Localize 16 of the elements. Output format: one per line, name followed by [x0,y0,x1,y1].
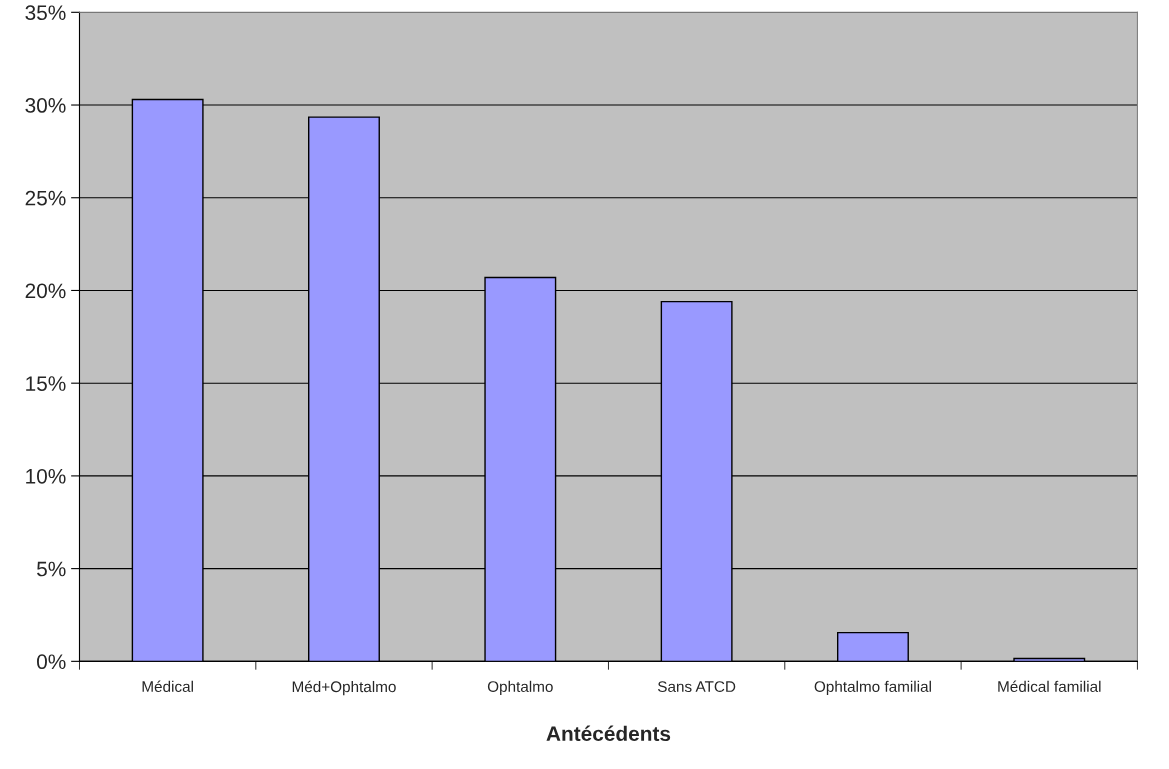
x-tick-label: Méd+Ophtalmo [292,680,396,696]
y-tick-label: 20% [25,283,66,299]
y-tick-label: 5% [37,561,66,577]
y-tick-label: 0% [37,654,66,670]
x-axis-title: Antécédents [546,725,671,742]
y-tick-label: 15% [26,376,66,391]
y-tick-label: 25% [25,190,66,206]
y-tick-label: 10% [26,468,66,484]
x-tick-label: Sans ATCD [657,681,736,693]
x-tick-label: Médical familial [998,680,1101,693]
x-tick-label: Ophtalmo [487,680,553,696]
y-tick-label: 35% [25,5,66,21]
y-tick-label: 30% [25,98,66,113]
bar [836,631,909,662]
x-tick-label: Ophtalmo familial [814,680,931,696]
x-tick-label: Médical [142,680,193,693]
